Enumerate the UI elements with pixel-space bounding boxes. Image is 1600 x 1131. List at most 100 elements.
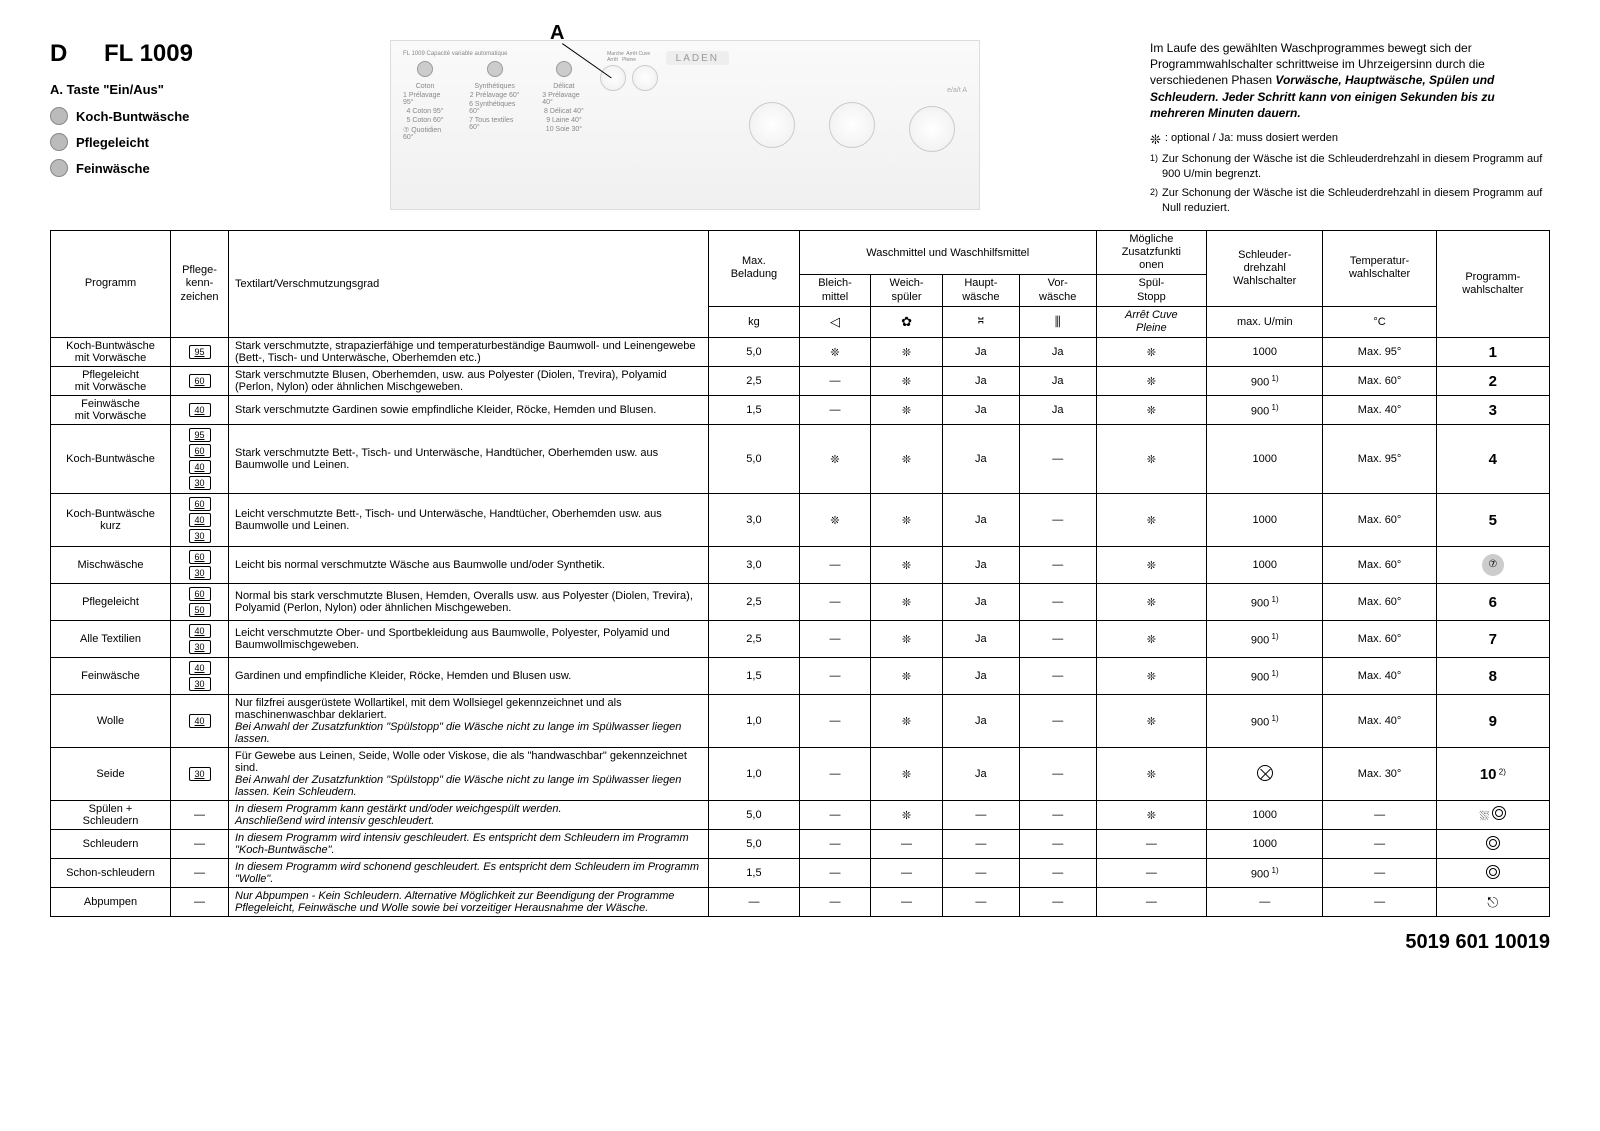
cell-bleach: ❊	[799, 494, 870, 547]
cell-programm: Schleudern	[51, 830, 171, 859]
cell-pre: —	[1019, 859, 1096, 888]
cell-spin: 900 1)	[1207, 695, 1323, 748]
care-badge: 60	[189, 587, 211, 601]
cell-opt: ❊	[1096, 425, 1206, 494]
th-kg: kg	[709, 306, 800, 337]
cell-bleach: ❊	[799, 425, 870, 494]
cell-pre: —	[1019, 425, 1096, 494]
cell-main: Ja	[942, 748, 1019, 801]
panel-button-labels: Marche Arrêt Cuve Arrêt Pleine	[607, 51, 650, 63]
main-instruction: Im Laufe des gewählten Waschprogrammes b…	[1150, 40, 1550, 121]
panel-col-cotton: Coton 1 Prélavage 95° 4 Coton 95° 5 Coto…	[403, 61, 447, 141]
cell-opt: ❊	[1096, 748, 1206, 801]
cell-care: 604030	[171, 494, 229, 547]
cell-care: —	[171, 830, 229, 859]
cell-pre: —	[1019, 801, 1096, 830]
care-badge: 60	[189, 497, 211, 511]
panel-right-label: e/a/t A	[947, 87, 967, 94]
care-badge: 60	[189, 374, 211, 388]
care-badge: 30	[189, 640, 211, 654]
th-temp: Temperatur- wahlschalter	[1323, 230, 1436, 306]
th-softener-icon: ✿	[871, 306, 943, 337]
cell-pre: —	[1019, 621, 1096, 658]
cell-programm: Koch-Buntwäsche kurz	[51, 494, 171, 547]
care-badge: 30	[189, 529, 211, 543]
pump-icon: ⎋	[1487, 894, 1498, 910]
cell-pre: —	[1019, 494, 1096, 547]
cell-main: Ja	[942, 367, 1019, 396]
th-programm: Programm	[51, 230, 171, 337]
bullet-label: Koch-Buntwäsche	[76, 109, 189, 124]
cell-soft: ❊	[871, 621, 943, 658]
cell-load: 1,0	[709, 695, 800, 748]
table-head: Programm Pflege- kenn- zeichen Textilart…	[51, 230, 1550, 337]
cell-spin: 1000	[1207, 547, 1323, 584]
button-rinse-hold	[632, 65, 658, 91]
cell-care: 95604030	[171, 425, 229, 494]
rinse-icon: ⛆	[1480, 809, 1490, 823]
cell-programm: Wolle	[51, 695, 171, 748]
cell-temp: Max. 60°	[1323, 494, 1436, 547]
button-on-off	[600, 65, 626, 91]
cell-desc: Stark verschmutzte Bett-, Tisch- und Unt…	[229, 425, 709, 494]
table-body: Koch-Buntwäsche mit Vorwäsche95Stark ver…	[51, 338, 1550, 917]
cell-care: 60	[171, 367, 229, 396]
cell-programm: Mischwäsche	[51, 547, 171, 584]
model-line: D FL 1009	[50, 40, 370, 68]
cell-soft: —	[871, 830, 943, 859]
cell-desc: Leicht bis normal verschmutzte Wäsche au…	[229, 547, 709, 584]
cell-desc: In diesem Programm wird intensiv geschle…	[229, 830, 709, 859]
cell-soft: ❊	[871, 658, 943, 695]
cell-opt: ❊	[1096, 367, 1206, 396]
th-prewash-icon: ⫼	[1019, 306, 1096, 337]
cell-programm: Pflegeleicht	[51, 584, 171, 621]
cell-bleach: —	[799, 801, 870, 830]
table-row: Abpumpen—Nur Abpumpen - Kein Schleudern.…	[51, 888, 1550, 917]
cell-spin	[1207, 748, 1323, 801]
care-badge: 30	[189, 476, 211, 490]
cell-main: —	[942, 830, 1019, 859]
cell-desc: Nur filzfrei ausgerüstete Wollartikel, m…	[229, 695, 709, 748]
table-row: Seide30Für Gewebe aus Leinen, Seide, Wol…	[51, 748, 1550, 801]
footnote-optional: ❊ : optional / Ja: muss dosiert werden	[1150, 131, 1550, 149]
care-badge: 30	[189, 677, 211, 691]
cell-temp: Max. 95°	[1323, 425, 1436, 494]
cell-main: Ja	[942, 338, 1019, 367]
th-temp-unit: °C	[1323, 306, 1436, 337]
cell-soft: —	[871, 888, 943, 917]
care-badge: 50	[189, 603, 211, 617]
cell-opt: —	[1096, 830, 1206, 859]
care-badge: 40	[189, 624, 211, 638]
cell-load: 1,5	[709, 396, 800, 425]
spin-dial	[817, 90, 887, 160]
cell-soft: ❊	[871, 367, 943, 396]
cell-load: 1,5	[709, 658, 800, 695]
cell-selector: ⎋	[1436, 888, 1549, 917]
cell-opt: ❊	[1096, 801, 1206, 830]
cell-soft: ❊	[871, 584, 943, 621]
cell-soft: ❊	[871, 338, 943, 367]
cell-programm: Koch-Buntwäsche	[51, 425, 171, 494]
cell-temp: Max. 40°	[1323, 396, 1436, 425]
cell-temp: Max. 30°	[1323, 748, 1436, 801]
cell-load: 2,5	[709, 584, 800, 621]
cell-main: Ja	[942, 494, 1019, 547]
panel-col-synth: Synthétiques 2 Prélavage 60° 6 Synthétiq…	[469, 61, 520, 141]
cell-selector: ⛆	[1436, 801, 1549, 830]
cell-programm: Feinwäsche	[51, 658, 171, 695]
cell-load: 5,0	[709, 425, 800, 494]
cell-spin: 900 1)	[1207, 658, 1323, 695]
cell-opt: ❊	[1096, 695, 1206, 748]
country-code: D	[50, 40, 67, 67]
subtitle-a: A. Taste "Ein/Aus"	[50, 82, 370, 97]
th-desc: Textilart/Verschmutzungsgrad	[229, 230, 709, 337]
cell-care: —	[171, 859, 229, 888]
th-spulstopp2: Arrêt Cuve Pleine	[1096, 306, 1206, 337]
table-row: Koch-Buntwäsche95604030Stark verschmutzt…	[51, 425, 1550, 494]
panel-small-text: FL 1009 Capacité variable automatique	[403, 51, 586, 57]
cell-spin: 900 1)	[1207, 859, 1323, 888]
cell-bleach: —	[799, 367, 870, 396]
cell-selector: 1	[1436, 338, 1549, 367]
cell-selector	[1436, 859, 1549, 888]
cell-temp: Max. 60°	[1323, 367, 1436, 396]
